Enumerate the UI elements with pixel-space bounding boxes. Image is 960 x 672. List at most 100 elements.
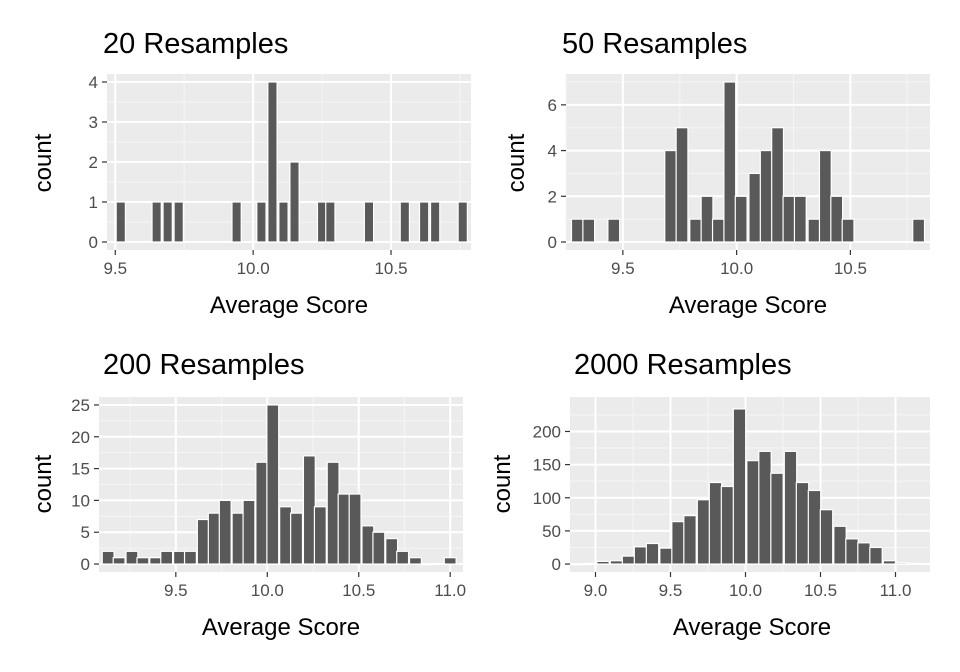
- histogram-panel-20: 20 Resamples 0 1 2 3 4 9.5 10.0 10.5 Average Sc…: [0, 0, 480, 336]
- histogram-bar: [242, 499, 256, 565]
- histogram-bar: [582, 218, 596, 243]
- histogram-panel-50: 50 Resamples 0 2 4 6 9.5 10.0 10.5 Average Sco…: [503, 28, 930, 319]
- histogram-bar: [793, 195, 807, 243]
- histogram-bar: [894, 562, 909, 565]
- histogram-bar: [429, 201, 441, 243]
- histogram-bar: [771, 127, 785, 243]
- y-tick-label: 2: [548, 187, 557, 206]
- chart-title: 200 Resamples: [103, 349, 305, 381]
- histogram-bar: [290, 512, 304, 565]
- histogram-bar: [443, 557, 457, 565]
- histogram-bar: [372, 531, 386, 565]
- histogram-bar: [659, 547, 673, 565]
- y-tick-label: 3: [89, 113, 98, 132]
- histogram-bar: [173, 201, 184, 243]
- y-tick-label: 2: [89, 153, 98, 172]
- histogram-bar: [732, 408, 747, 565]
- histogram-bar: [807, 489, 822, 565]
- histogram-bar: [408, 557, 422, 565]
- histogram-bar: [720, 485, 735, 565]
- histogram-bar: [136, 557, 150, 565]
- histogram-bar: [419, 563, 433, 566]
- x-tick-label: 9.5: [659, 581, 683, 600]
- histogram-bar: [683, 515, 697, 565]
- x-tick-label: 10.5: [342, 581, 375, 600]
- y-axis-label: count: [489, 454, 516, 514]
- histogram-bar: [115, 201, 127, 243]
- y-tick-label: 50: [542, 522, 561, 541]
- histogram-bar: [609, 560, 624, 565]
- x-tick-label: 9.5: [103, 259, 127, 278]
- plot-background: [566, 74, 930, 250]
- histogram-bar: [162, 201, 173, 243]
- histogram-chart-20: 0 1 2 3 4 9.5 10.0 10.5: [89, 73, 471, 278]
- histogram-bar: [696, 499, 711, 565]
- histogram-bar: [399, 201, 411, 243]
- y-tick-label: 150: [533, 456, 561, 475]
- histogram-bar: [572, 563, 586, 566]
- histogram-bar: [633, 546, 648, 565]
- histogram-bar: [758, 450, 772, 565]
- histogram-bar: [289, 161, 300, 243]
- x-axis-label: Average Score: [668, 292, 828, 319]
- histogram-bar: [151, 201, 162, 243]
- x-axis-label: Average Score: [201, 614, 361, 641]
- histogram-bar: [112, 557, 126, 565]
- histogram-bar: [746, 460, 760, 565]
- histogram-bar: [841, 218, 855, 243]
- x-tick-label: 9.5: [611, 259, 635, 278]
- histogram-bar: [607, 218, 621, 243]
- y-tick-label: 10: [71, 491, 90, 510]
- x-tick-label: 10.5: [804, 581, 837, 600]
- chart-title: 2000 Resamples: [574, 349, 792, 381]
- histogram-bar: [857, 542, 871, 565]
- histogram-bar: [348, 493, 362, 565]
- histogram-bar: [313, 506, 327, 565]
- histogram-bar: [845, 538, 859, 565]
- y-tick-label: 0: [81, 555, 90, 574]
- histogram-chart-50: 0 2 4 6 9.5 10.0 10.5: [548, 74, 930, 278]
- histogram-bar: [675, 127, 689, 243]
- histogram-bar: [708, 481, 723, 565]
- histogram-panel-200: 200 Resamples 0 5 10 15 20 25 9.5 10.0 10.5 11.0 …: [30, 349, 466, 641]
- histogram-bar: [584, 562, 598, 565]
- histogram-bar: [363, 201, 375, 243]
- histogram-bar: [645, 542, 660, 565]
- x-axis-label: Average Score: [209, 292, 369, 319]
- histogram-bar: [231, 201, 242, 243]
- histogram-bar: [819, 509, 834, 565]
- y-tick-label: 6: [548, 96, 557, 115]
- y-tick-label: 0: [89, 233, 98, 252]
- x-tick-label: 10.5: [834, 259, 867, 278]
- y-tick-label: 5: [81, 523, 90, 542]
- histogram-bar: [833, 525, 847, 565]
- histogram-bar: [783, 450, 798, 565]
- histogram-bar: [723, 81, 737, 243]
- histogram-bar: [183, 550, 197, 565]
- x-tick-label: 10.0: [237, 259, 270, 278]
- y-tick-label: 20: [71, 428, 90, 447]
- histogram-bar: [906, 562, 921, 565]
- histogram-bar: [912, 218, 926, 243]
- histogram-bar: [770, 472, 784, 565]
- y-tick-label: 0: [548, 233, 557, 252]
- chart-title: 20 Resamples: [103, 28, 289, 60]
- x-tick-label: 10.5: [374, 259, 407, 278]
- histogram-bar: [882, 560, 897, 565]
- histogram-bar: [218, 499, 232, 565]
- histogram-bar: [267, 81, 278, 243]
- y-tick-label: 15: [71, 460, 90, 479]
- y-tick-label: 4: [548, 142, 557, 161]
- x-tick-label: 10.0: [720, 259, 753, 278]
- histogram-bar: [795, 481, 810, 565]
- histogram-bar: [671, 521, 685, 565]
- x-tick-label: 9.5: [164, 581, 188, 600]
- x-axis-label: Average Score: [672, 614, 832, 641]
- x-tick-label: 10.0: [251, 581, 284, 600]
- histogram-bar: [266, 404, 280, 565]
- y-tick-label: 1: [89, 193, 98, 212]
- histogram-bar: [160, 550, 174, 565]
- histogram-bar: [457, 201, 468, 243]
- y-tick-label: 4: [89, 73, 98, 92]
